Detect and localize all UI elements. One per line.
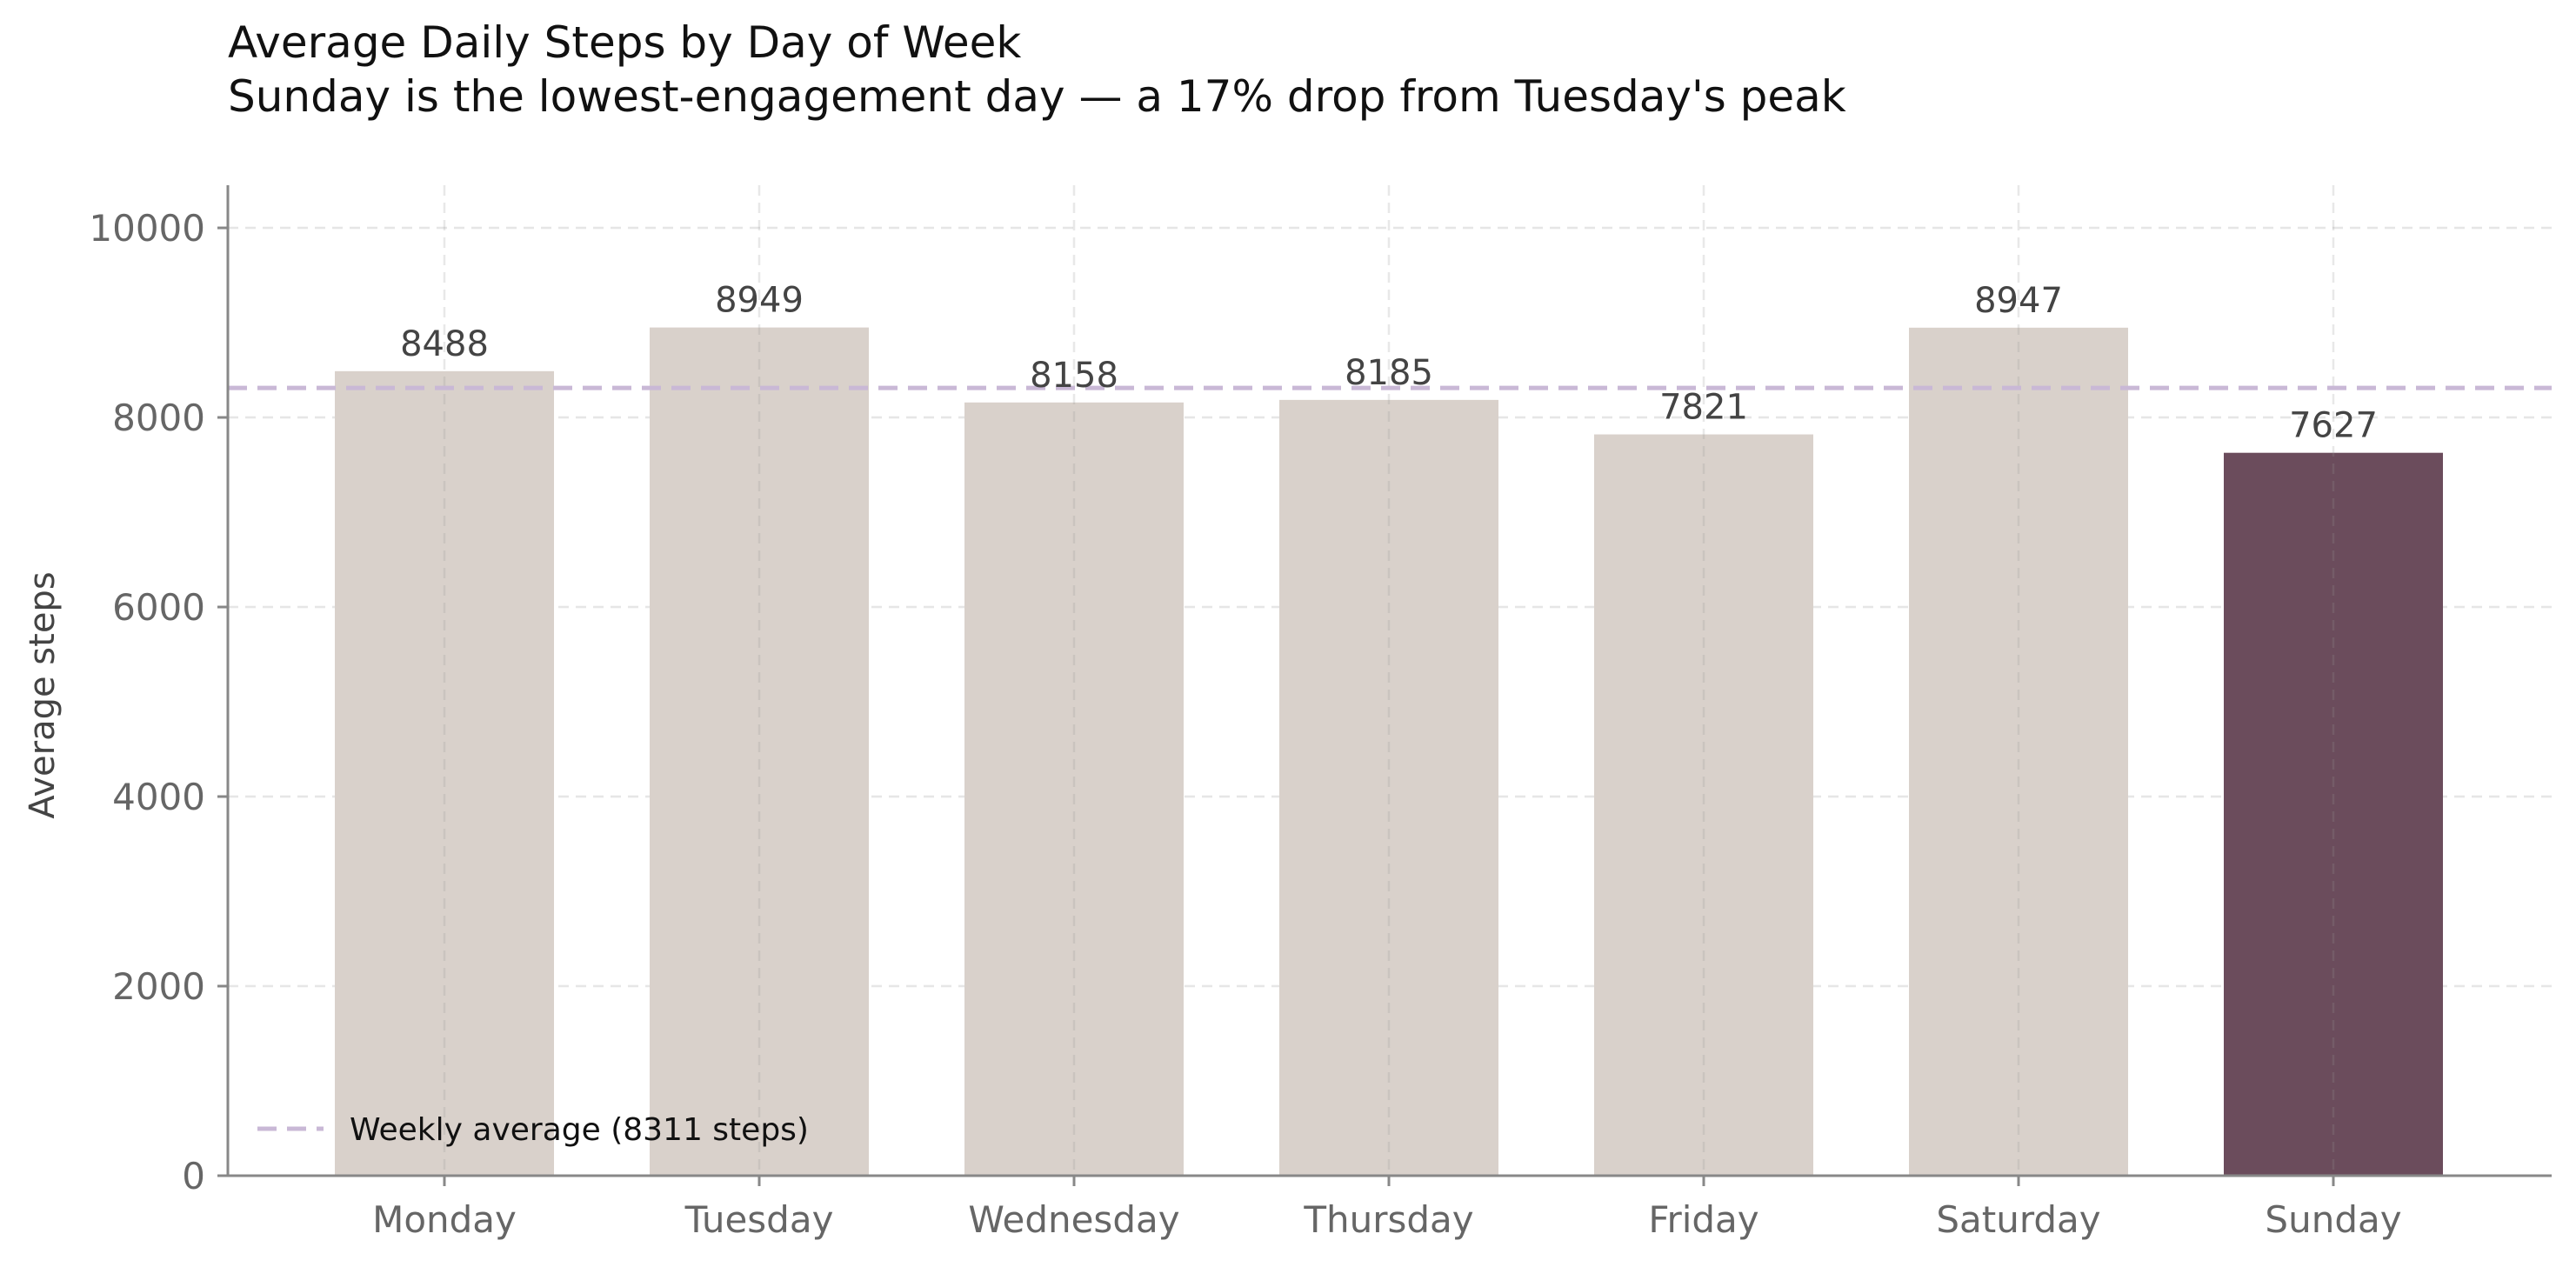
value-label: 8488 (400, 324, 489, 364)
value-label: 8158 (1030, 356, 1118, 396)
y-tick-label: 2000 (112, 965, 205, 1008)
x-tick-label: Sunday (2265, 1198, 2401, 1241)
y-tick-label: 0 (182, 1155, 205, 1197)
bar-wednesday (964, 402, 1184, 1177)
bar-monday (335, 370, 554, 1176)
bar-friday (1594, 434, 1813, 1176)
x-tick-label: Tuesday (684, 1198, 834, 1241)
value-label: 7627 (2289, 406, 2378, 446)
x-tick-label: Saturday (1936, 1198, 2100, 1241)
chart-title: Average Daily Steps by Day of Week (228, 17, 1022, 68)
chart-subtitle: Sunday is the lowest-engagement day — a … (228, 71, 1846, 122)
x-tick-label: Thursday (1303, 1198, 1473, 1241)
x-tick-label: Wednesday (968, 1198, 1179, 1241)
y-tick-label: 10000 (89, 207, 205, 250)
chart-titles: Average Daily Steps by Day of Week Sunda… (228, 16, 1846, 123)
value-label: 8185 (1345, 353, 1433, 393)
value-label: 8947 (1974, 281, 2063, 321)
y-tick-label: 4000 (112, 776, 205, 818)
bar-saturday (1909, 327, 2128, 1176)
axis-layer: 0 2000 4000 6000 8000 10000 Monday Tuesday Wedne… (23, 185, 2552, 1241)
bar-layer (335, 327, 2443, 1177)
y-tick-label: 8000 (112, 397, 205, 439)
bar-tuesday (650, 327, 869, 1176)
legend-label: Weekly average (8311 steps) (350, 1112, 809, 1148)
bar-thursday (1279, 399, 1498, 1177)
label-layer: 8488 8949 8158 8185 7821 8947 7627 (400, 281, 2378, 446)
y-tick-label: 6000 (112, 586, 205, 629)
y-axis-title: Average steps (23, 571, 63, 818)
x-tick-label: Friday (1648, 1198, 1758, 1241)
value-label: 7821 (1659, 388, 1748, 428)
x-tick-label: Monday (372, 1198, 517, 1241)
vertical-grid-layer (443, 185, 2335, 1176)
legend: Weekly average (8311 steps) (257, 1112, 809, 1148)
bar-sunday (2224, 452, 2443, 1176)
value-label: 8949 (715, 281, 804, 321)
